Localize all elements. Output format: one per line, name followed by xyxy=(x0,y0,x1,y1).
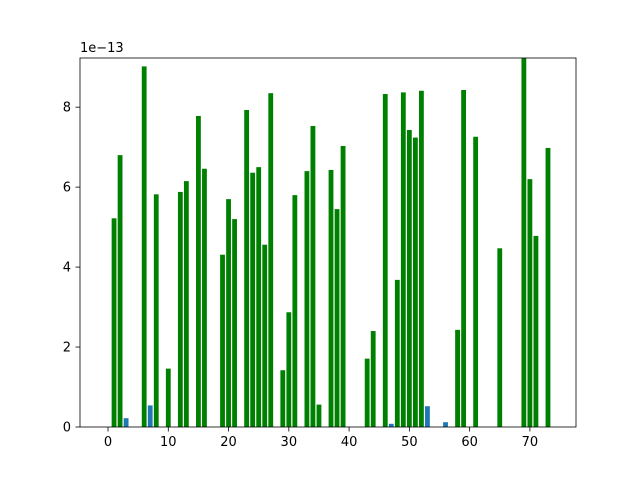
bar-s1-37 xyxy=(328,169,334,427)
bar-s1-20 xyxy=(226,199,231,427)
bar-s1-6 xyxy=(141,66,147,428)
x-tick-label: 30 xyxy=(281,435,298,450)
bar-s1-29 xyxy=(280,370,286,427)
y-tick-label: 4 xyxy=(63,261,71,276)
bar-s1-69 xyxy=(521,58,527,427)
x-tick-label: 20 xyxy=(220,435,237,450)
axes-layer: 0 10 20 30 40 50 60 70 0 2 4 6 8 1e−13 xyxy=(63,41,577,450)
bar-s0-56 xyxy=(443,422,448,427)
bar-s1-49 xyxy=(400,92,406,427)
bar-s1-35 xyxy=(316,404,322,427)
bar-s1-71 xyxy=(533,235,539,427)
bar-s1-46 xyxy=(382,93,388,427)
bar-s1-61 xyxy=(473,136,479,427)
bar-s1-48 xyxy=(394,279,400,427)
bar-s1-27 xyxy=(268,93,274,428)
bar-s1-73 xyxy=(545,147,551,427)
bar-s1-70 xyxy=(527,179,533,427)
bar-s1-13 xyxy=(183,181,189,427)
bar-s1-8 xyxy=(153,194,159,427)
bar-s1-51 xyxy=(412,137,418,427)
bar-s1-33 xyxy=(304,171,310,427)
bar-s1-1 xyxy=(111,218,117,427)
bar-s1-59 xyxy=(461,89,467,427)
bar-s1-39 xyxy=(340,145,346,427)
bar-s1-19 xyxy=(220,254,225,427)
x-tick-label: 60 xyxy=(461,435,478,450)
plot-frame xyxy=(79,57,577,428)
x-tick-label: 70 xyxy=(522,435,539,450)
bar-s0-53 xyxy=(425,406,430,427)
bar-s1-25 xyxy=(256,167,262,427)
y-tick-label: 2 xyxy=(63,341,71,356)
bar-s1-16 xyxy=(202,168,207,428)
bar-s1-34 xyxy=(310,125,316,428)
bar-s1-52 xyxy=(419,90,424,427)
bar-s1-2 xyxy=(117,155,123,427)
bar-s1-26 xyxy=(262,244,268,427)
bar-s1-43 xyxy=(364,358,370,427)
bar-s1-15 xyxy=(196,115,201,427)
bar-s1-65 xyxy=(497,248,503,427)
bar-s1-23 xyxy=(244,109,250,427)
y-offset-label: 1e−13 xyxy=(80,41,124,56)
bars-layer xyxy=(111,58,551,428)
x-tick-label: 40 xyxy=(341,435,358,450)
bar-s0-47 xyxy=(388,423,394,427)
y-tick-label: 8 xyxy=(63,101,71,116)
bar-s0-7 xyxy=(147,405,153,427)
x-tick-label: 50 xyxy=(401,435,418,450)
bar-s1-31 xyxy=(292,195,298,427)
x-tick-label: 0 xyxy=(104,435,112,450)
bar-s0-3 xyxy=(123,418,129,427)
bar-s1-10 xyxy=(165,368,171,427)
bar-s1-50 xyxy=(406,129,412,427)
bar-s1-21 xyxy=(232,219,237,427)
x-tick-label: 10 xyxy=(160,435,177,450)
y-tick-label: 0 xyxy=(63,421,71,436)
bar-s1-44 xyxy=(370,331,376,427)
bar-s1-24 xyxy=(250,172,256,427)
bar-s1-58 xyxy=(455,329,460,427)
bar-s1-12 xyxy=(177,191,183,427)
y-tick-label: 6 xyxy=(63,181,71,196)
bar-s1-30 xyxy=(286,312,292,427)
bar-s1-38 xyxy=(334,209,340,427)
